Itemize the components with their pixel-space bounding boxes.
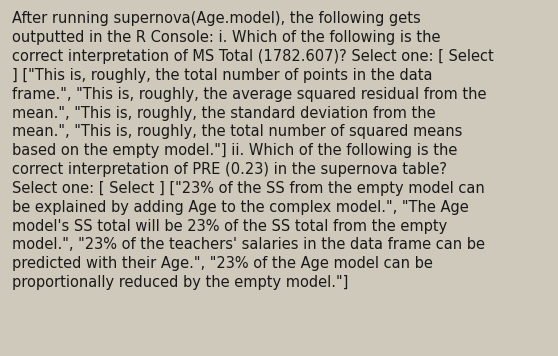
Text: After running supernova(Age.model), the following gets
outputted in the R Consol: After running supernova(Age.model), the … bbox=[12, 11, 494, 290]
